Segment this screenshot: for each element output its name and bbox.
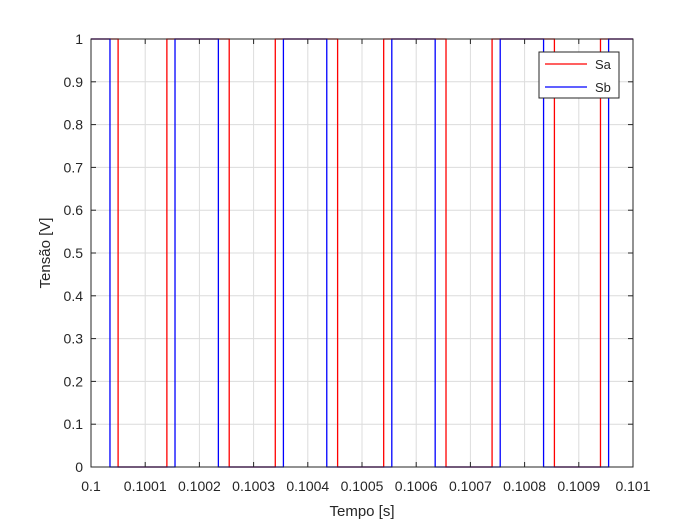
y-tick-label: 0.8: [64, 117, 84, 133]
y-tick-label: 0.3: [64, 331, 84, 347]
legend-label-sa: Sa: [595, 57, 612, 72]
y-tick-label: 0.6: [64, 202, 84, 218]
y-tick-label: 0.9: [64, 74, 84, 90]
y-tick-label: 0.7: [64, 159, 84, 175]
y-axis-label: Tensão [V]: [37, 218, 54, 289]
legend-box: [538, 51, 620, 99]
x-tick-label: 0.1001: [124, 478, 167, 494]
x-tick-label: 0.1009: [557, 478, 600, 494]
x-tick-label: 0.1003: [232, 478, 275, 494]
x-tick-label: 0.1: [81, 478, 101, 494]
x-tick-label: 0.1007: [449, 478, 492, 494]
x-axis-label: Tempo [s]: [329, 503, 394, 520]
legend-label-sb: Sb: [595, 80, 611, 95]
x-tick-label: 0.1008: [503, 478, 546, 494]
y-tick-label: 0.5: [64, 245, 84, 261]
y-tick-label: 1: [75, 31, 83, 47]
y-tick-label: 0: [75, 459, 83, 475]
legend: Sa Sb: [538, 51, 620, 99]
x-tick-label: 0.101: [615, 478, 650, 494]
x-tick-label: 0.1005: [341, 478, 384, 494]
y-tick-label: 0.2: [64, 373, 84, 389]
ticks: 0.1 0.1001 0.1002 0.1003 0.1004 0.1005 0.1006 0…: [64, 31, 651, 494]
x-tick-label: 0.1004: [286, 478, 329, 494]
x-tick-label: 0.1002: [178, 478, 221, 494]
y-tick-label: 0.1: [64, 416, 84, 432]
x-tick-label: 0.1006: [395, 478, 438, 494]
y-tick-label: 0.4: [64, 288, 84, 304]
